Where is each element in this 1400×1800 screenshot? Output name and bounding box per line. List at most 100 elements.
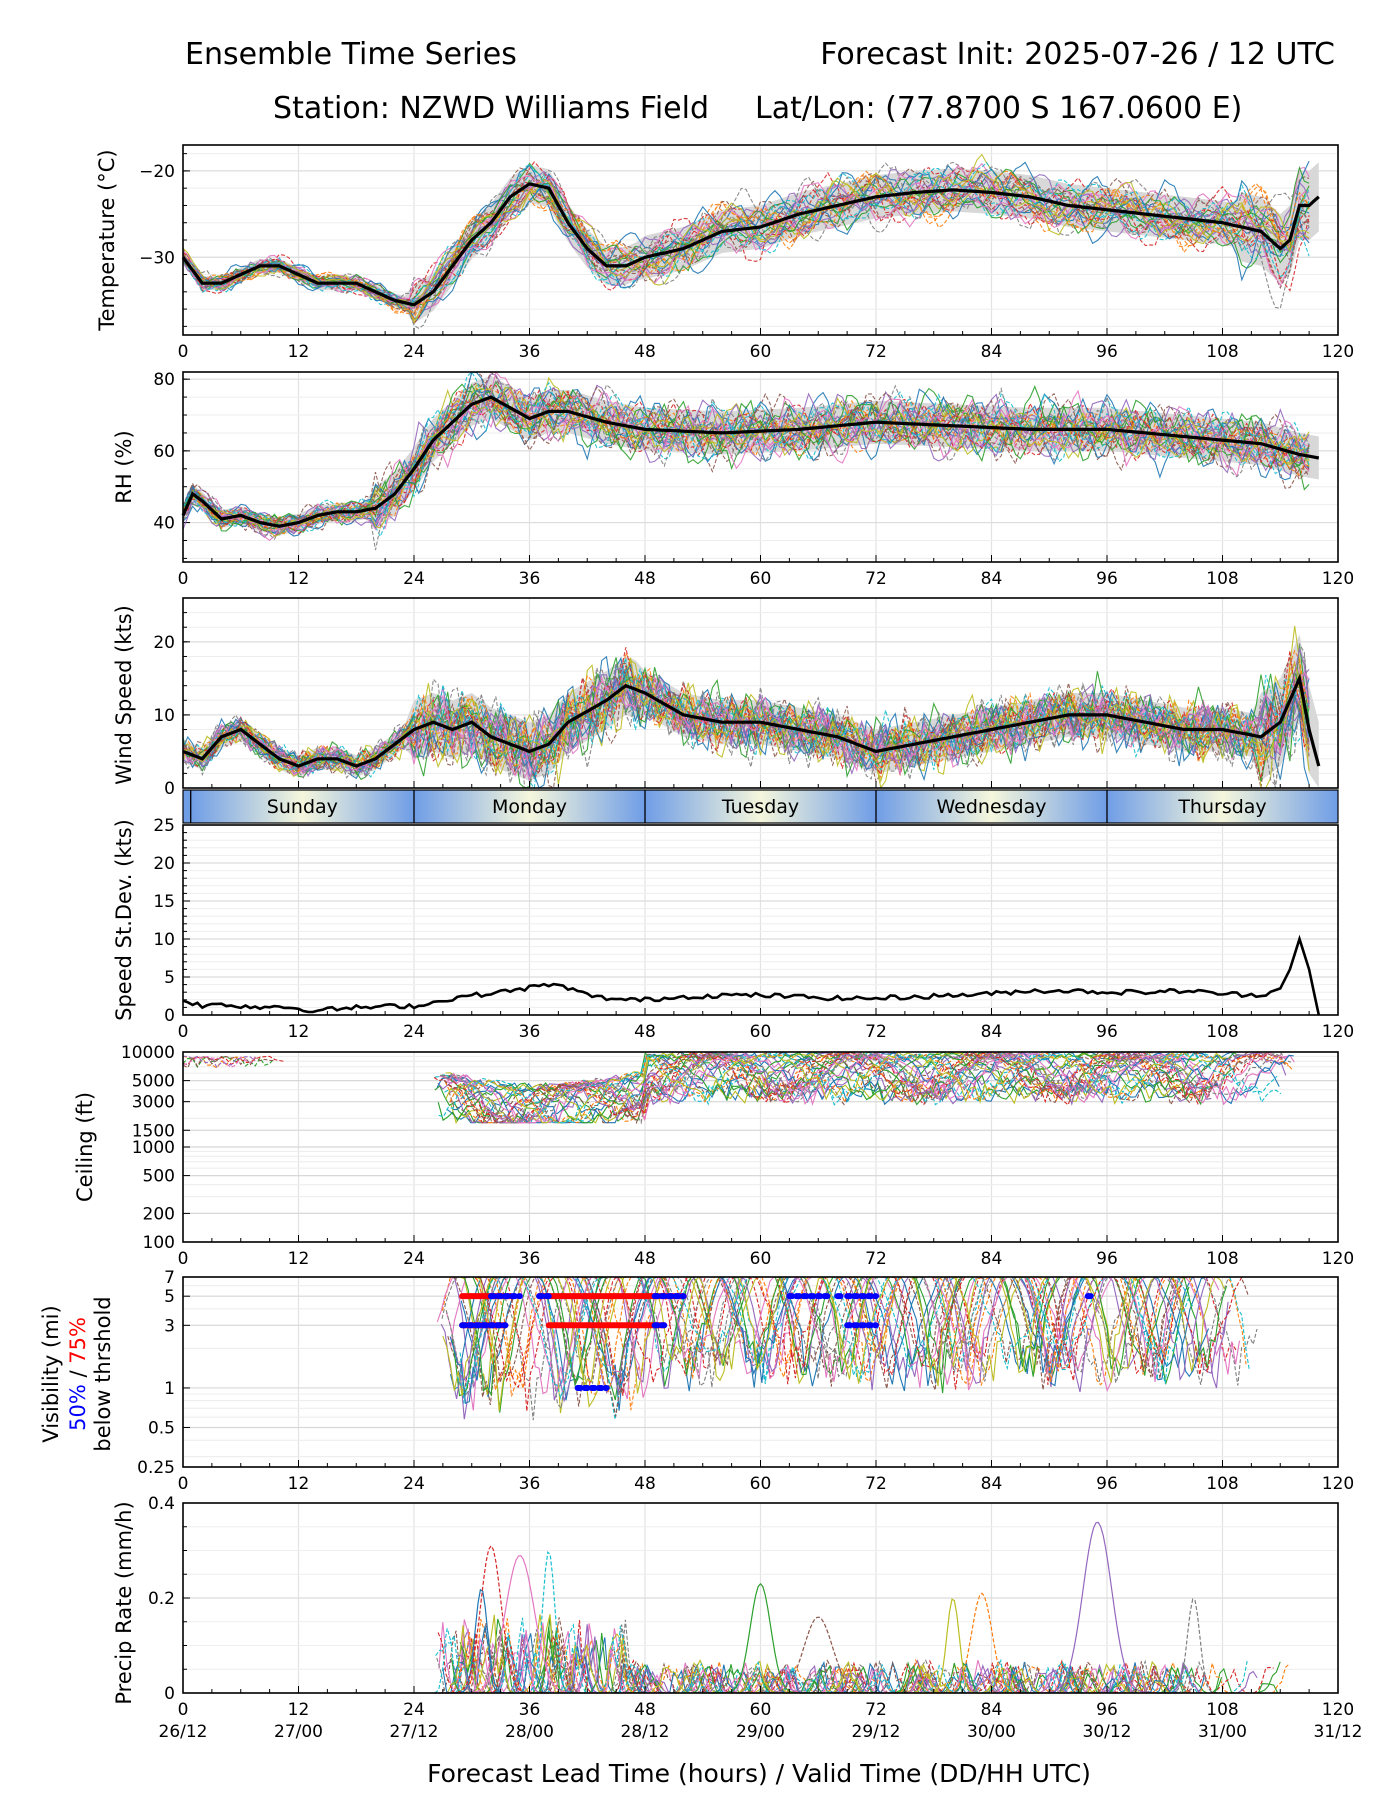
x-tick-label: 0 (178, 1249, 189, 1269)
valid-time-label: 26/12 (159, 1722, 208, 1742)
member-line (182, 668, 1310, 776)
x-tick-label: 72 (865, 569, 887, 589)
stddev-line (182, 934, 1321, 1016)
member-line (437, 1051, 1199, 1124)
member-line (445, 1051, 1197, 1124)
x-tick-label: 96 (1096, 1249, 1118, 1269)
x-tick-label: 0 (178, 569, 189, 589)
member-line (182, 163, 1310, 305)
x-tick-label: 36 (519, 342, 541, 362)
x-tick-label: 60 (750, 1700, 772, 1720)
member-line (182, 386, 1310, 538)
member-line (436, 1276, 1220, 1393)
vis-ylabel-threshold: 50% / 75% (66, 1317, 90, 1431)
member-line (182, 162, 1310, 330)
x-tick-label: 108 (1206, 1474, 1238, 1494)
spread-band (183, 162, 1319, 324)
vis-ylabel-sub: below thrshold (91, 1296, 115, 1451)
valid-time-label: 30/12 (1083, 1722, 1132, 1742)
y-tick-label: 10 (153, 706, 175, 726)
y-tick-label: 0.25 (137, 1458, 175, 1478)
ceiling-ylabel: Ceiling (ft) (73, 1092, 97, 1202)
y-tick-label: 5000 (132, 1072, 175, 1092)
x-tick-label: 108 (1206, 1249, 1238, 1269)
y-tick-label: 0 (164, 779, 175, 799)
day-label: Wednesday (936, 796, 1046, 818)
day-strip-frame (182, 789, 1339, 824)
x-tick-label: 108 (1206, 1022, 1238, 1042)
vis-ylabel-main: Visibility (mi) (39, 1305, 63, 1442)
member-line (433, 1051, 1267, 1124)
member-line (182, 660, 1310, 771)
speed-stddev-panel: 0 5 10 15 20 25 0 12 24 36 48 60 72 84 96 108 120 (153, 816, 1354, 1042)
vis-ylabel-75: 75% (66, 1317, 90, 1364)
vis-ylabel-sep: / (66, 1364, 90, 1384)
day-strip-lead (183, 790, 191, 823)
x-tick-label: 108 (1206, 1700, 1238, 1720)
member-line (182, 371, 1310, 532)
member-line (443, 1051, 1287, 1125)
x-tick-label: 120 (1322, 569, 1354, 589)
temp-ylabel: Temperature (°C) (95, 149, 119, 331)
x-tick-label: 12 (288, 1700, 310, 1720)
x-tick-label: 24 (403, 1022, 425, 1042)
valid-time-label: 29/00 (736, 1722, 785, 1742)
x-tick-label: 0 (178, 1022, 189, 1042)
valid-time-label: 27/00 (274, 1722, 323, 1742)
sd-ylabel: Speed St.Dev. (kts) (112, 819, 136, 1021)
member-line (438, 1632, 1290, 1694)
x-tick-label: 36 (519, 569, 541, 589)
valid-time-label: 29/12 (852, 1722, 901, 1742)
y-tick-label: 20 (153, 633, 175, 653)
y-tick-label: 1500 (132, 1121, 175, 1141)
rh-panel: 40 60 80 0 12 24 36 48 60 72 84 96 108 120 (153, 370, 1354, 589)
member-line (456, 1624, 1258, 1694)
y-tick-label: 100 (143, 1233, 175, 1253)
valid-time-label: 28/00 (505, 1722, 554, 1742)
x-tick-label: 60 (750, 1022, 772, 1042)
x-tick-label: 72 (865, 1700, 887, 1720)
member-line (182, 662, 1310, 775)
x-tick-label: 48 (634, 1700, 656, 1720)
y-tick-label: 80 (153, 370, 175, 390)
member-line (182, 1055, 256, 1069)
day-label: Monday (492, 796, 567, 818)
member-line (182, 170, 1310, 314)
member-line (445, 1276, 1228, 1397)
x-tick-label: 96 (1096, 342, 1118, 362)
member-line (438, 1051, 1282, 1124)
latlon-label: Lat/Lon: (77.8700 S 167.0600 E) (755, 91, 1242, 126)
y-tick-label: 10000 (121, 1043, 175, 1063)
member-line (439, 1051, 1206, 1124)
day-strip: Sunday Monday Tuesday Wednesday Thursday (182, 789, 1339, 824)
wind-ylabel: Wind Speed (kts) (112, 605, 136, 785)
y-tick-label: 0 (164, 1006, 175, 1026)
day-strip-cell (645, 790, 876, 823)
valid-time-label: 31/12 (1314, 1722, 1363, 1742)
precip-panel: 0 0.2 0.4 0 12 24 36 48 60 72 84 96 108 120 26/12 27/00… (148, 1494, 1363, 1742)
member-line (182, 1055, 275, 1069)
x-tick-label: 120 (1322, 1249, 1354, 1269)
member-line (450, 1051, 1212, 1124)
x-tick-label: 12 (288, 1022, 310, 1042)
x-tick-label: 84 (981, 1700, 1003, 1720)
y-tick-label: −30 (139, 248, 175, 268)
member-line (182, 655, 1310, 789)
valid-time-label: 30/00 (967, 1722, 1016, 1742)
member-line (182, 160, 1310, 325)
x-tick-label: 72 (865, 1249, 887, 1269)
y-tick-label: 0.2 (148, 1589, 175, 1609)
rh-ylabel: RH (%) (112, 430, 136, 503)
member-line (456, 1276, 1194, 1420)
ensemble-mean-line (181, 182, 1320, 307)
x-tick-label: 12 (288, 1249, 310, 1269)
x-tick-label: 48 (634, 1474, 656, 1494)
x-tick-label: 48 (634, 1022, 656, 1042)
member-line (182, 171, 1310, 304)
y-tick-label: 7 (164, 1268, 175, 1288)
x-tick-label: 60 (750, 1249, 772, 1269)
y-tick-label: 3 (164, 1316, 175, 1336)
x-tick-label: 84 (981, 1249, 1003, 1269)
member-line (445, 1276, 1229, 1398)
x-tick-label: 36 (519, 1474, 541, 1494)
